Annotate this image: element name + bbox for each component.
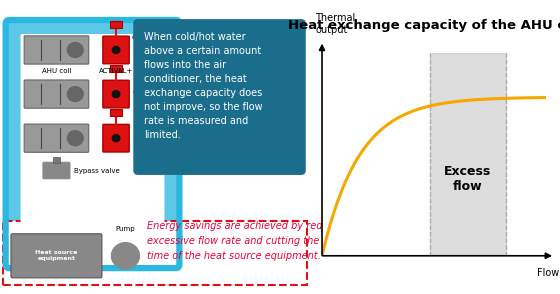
Circle shape bbox=[112, 135, 120, 142]
Bar bbox=[430, 53, 506, 256]
FancyBboxPatch shape bbox=[11, 234, 102, 278]
FancyBboxPatch shape bbox=[43, 162, 70, 179]
FancyBboxPatch shape bbox=[21, 34, 165, 254]
Text: Thermal
output: Thermal output bbox=[315, 13, 356, 35]
Bar bbox=[110, 21, 122, 28]
FancyBboxPatch shape bbox=[103, 124, 129, 152]
Text: Heat exchange capacity of the AHU coil: Heat exchange capacity of the AHU coil bbox=[287, 19, 560, 32]
Text: When cold/hot water
above a certain amount
flows into the air
conditioner, the h: When cold/hot water above a certain amou… bbox=[144, 32, 263, 140]
Text: Energy savings are achieved by reducing the
excessive flow rate and cutting the : Energy savings are achieved by reducing … bbox=[147, 221, 368, 261]
FancyBboxPatch shape bbox=[24, 124, 88, 152]
Bar bbox=[53, 157, 60, 163]
Text: Pump: Pump bbox=[115, 226, 136, 232]
Bar bbox=[110, 109, 122, 116]
Circle shape bbox=[111, 243, 139, 269]
FancyBboxPatch shape bbox=[24, 36, 88, 64]
FancyBboxPatch shape bbox=[24, 80, 88, 108]
Text: Bypass valve: Bypass valve bbox=[74, 168, 119, 173]
FancyBboxPatch shape bbox=[6, 20, 179, 268]
Circle shape bbox=[67, 43, 83, 57]
Circle shape bbox=[112, 91, 120, 98]
Circle shape bbox=[67, 131, 83, 146]
Text: ACTIVAL+: ACTIVAL+ bbox=[99, 68, 133, 74]
Bar bbox=[110, 65, 122, 72]
FancyBboxPatch shape bbox=[3, 220, 307, 285]
Circle shape bbox=[67, 87, 83, 101]
Text: Heat source
equipment: Heat source equipment bbox=[35, 250, 78, 261]
Text: AHU coil: AHU coil bbox=[41, 68, 71, 74]
Circle shape bbox=[112, 46, 120, 54]
FancyBboxPatch shape bbox=[103, 36, 129, 64]
FancyBboxPatch shape bbox=[133, 19, 306, 175]
Text: Flow: Flow bbox=[537, 268, 559, 278]
FancyBboxPatch shape bbox=[103, 80, 129, 108]
Text: Excess
flow: Excess flow bbox=[444, 165, 491, 193]
